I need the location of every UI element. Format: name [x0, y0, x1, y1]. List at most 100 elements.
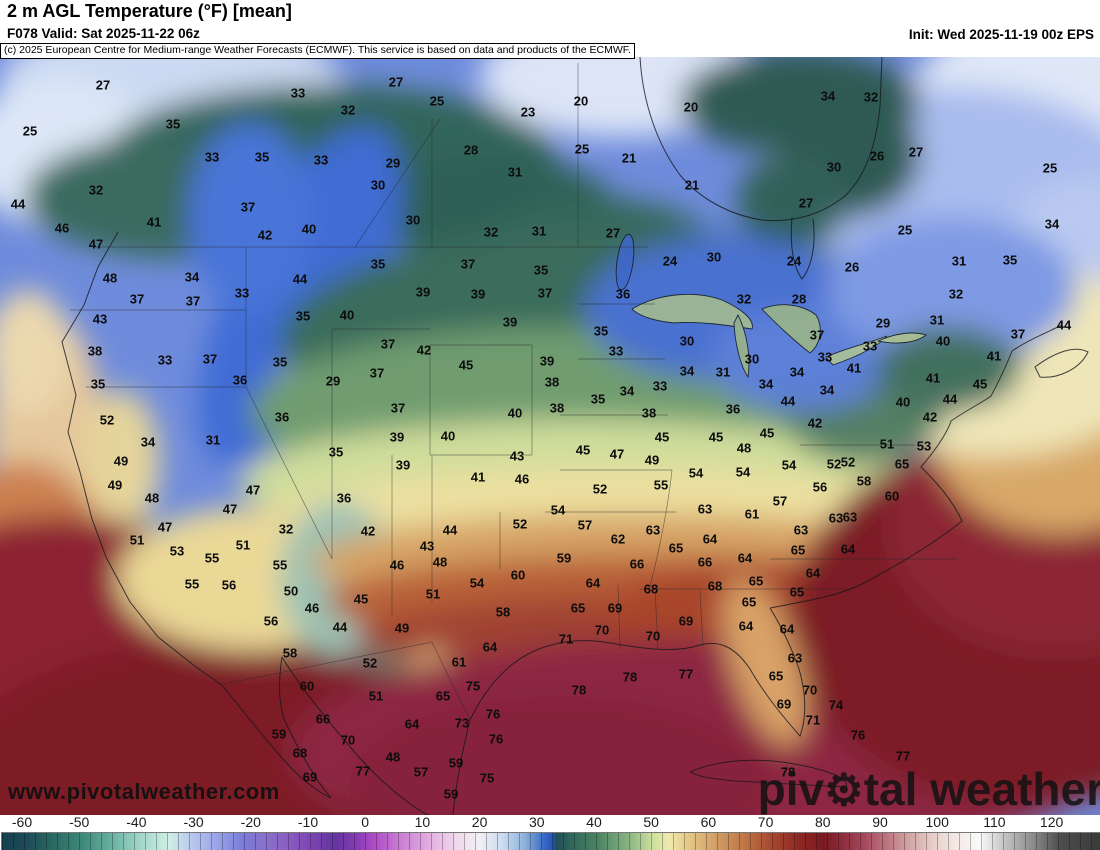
- temp-value-label: 33: [817, 349, 833, 365]
- colorbar-tick-label: -40: [126, 814, 147, 830]
- temp-value-label: 46: [389, 557, 405, 573]
- temp-value-label: 25: [574, 141, 590, 157]
- temp-value-label: 49: [107, 477, 123, 493]
- temp-value-label: 43: [509, 448, 525, 464]
- temp-value-label: 62: [610, 531, 626, 547]
- temp-value-label: 30: [826, 159, 842, 175]
- temp-value-label: 45: [353, 591, 369, 607]
- temp-value-label: 66: [629, 556, 645, 572]
- temp-value-label: 31: [715, 364, 731, 380]
- temp-value-label: 55: [653, 477, 669, 493]
- temp-value-label: 47: [88, 236, 104, 252]
- temp-value-label: 35: [370, 256, 386, 272]
- temp-value-label: 26: [844, 259, 860, 275]
- temp-value-label: 37: [809, 327, 825, 343]
- temp-value-label: 73: [454, 715, 470, 731]
- temp-value-label: 37: [240, 199, 256, 215]
- temp-value-label: 60: [299, 678, 315, 694]
- temp-value-label: 64: [840, 541, 856, 557]
- temp-value-label: 31: [929, 312, 945, 328]
- temp-value-label: 65: [790, 542, 806, 558]
- temp-value-label: 51: [879, 436, 895, 452]
- brand-text-right: tal weather: [863, 762, 1100, 815]
- temp-value-label: 56: [812, 479, 828, 495]
- temp-value-label: 54: [688, 465, 704, 481]
- temp-value-label: 65: [668, 540, 684, 556]
- colorbar-ticks: -60 -50 -40 -30 -20 -10 0 10 20 30 40 50 60 70 80 90 100…: [0, 815, 1100, 830]
- temp-value-label: 51: [129, 532, 145, 548]
- temp-value-label: 35: [165, 116, 181, 132]
- temp-value-label: 30: [744, 351, 760, 367]
- temp-value-label: 56: [221, 577, 237, 593]
- temp-value-label: 35: [593, 323, 609, 339]
- temp-value-label: 34: [140, 434, 156, 450]
- temp-value-label: 37: [185, 293, 201, 309]
- init-time-label: Init: Wed 2025-11-19 00z EPS: [908, 27, 1094, 42]
- temp-value-label: 35: [272, 354, 288, 370]
- temp-value-label: 77: [678, 666, 694, 682]
- temp-value-label: 70: [645, 628, 661, 644]
- temp-value-label: 76: [488, 731, 504, 747]
- temp-value-label: 36: [336, 490, 352, 506]
- temp-value-label: 48: [144, 490, 160, 506]
- temp-value-label: 59: [271, 726, 287, 742]
- temp-value-label: 65: [768, 668, 784, 684]
- temp-value-label: 64: [404, 716, 420, 732]
- temp-value-label: 49: [644, 452, 660, 468]
- gear-icon: ⚙: [824, 765, 864, 815]
- temp-value-label: 39: [470, 286, 486, 302]
- temp-value-label: 58: [495, 604, 511, 620]
- temp-value-label: 41: [846, 360, 862, 376]
- temp-value-label: 38: [641, 405, 657, 421]
- temp-value-label: 32: [483, 224, 499, 240]
- temp-value-label: 35: [254, 149, 270, 165]
- temp-value-label: 64: [737, 550, 753, 566]
- temp-value-label: 31: [951, 253, 967, 269]
- temp-value-label: 64: [482, 639, 498, 655]
- temp-value-label: 39: [395, 457, 411, 473]
- temp-value-label: 35: [328, 444, 344, 460]
- temp-value-label: 30: [405, 212, 421, 228]
- temp-value-label: 35: [533, 262, 549, 278]
- temp-value-label: 75: [479, 770, 495, 786]
- temp-value-label: 25: [22, 123, 38, 139]
- temp-value-label: 45: [458, 357, 474, 373]
- temp-value-label: 39: [389, 429, 405, 445]
- site-watermark: www.pivotalweather.com: [8, 779, 280, 804]
- temp-value-label: 45: [654, 429, 670, 445]
- temp-value-label: 65: [435, 688, 451, 704]
- temp-value-label: 24: [786, 253, 802, 269]
- temp-value-label: 52: [840, 454, 856, 470]
- temp-value-label: 78: [622, 669, 638, 685]
- temp-value-label: 47: [157, 519, 173, 535]
- great-lakes-outline: [615, 233, 927, 379]
- temp-value-label: 37: [129, 291, 145, 307]
- temp-value-label: 41: [925, 370, 941, 386]
- temp-value-label: 36: [615, 286, 631, 302]
- temp-value-label: 25: [1042, 160, 1058, 176]
- temp-value-label: 39: [415, 284, 431, 300]
- temp-value-label: 41: [986, 348, 1002, 364]
- temp-value-label: 33: [234, 285, 250, 301]
- temp-value-label: 57: [772, 493, 788, 509]
- temp-value-label: 37: [390, 400, 406, 416]
- temp-value-label: 55: [184, 576, 200, 592]
- colorbar-tick-label: 0: [361, 814, 370, 830]
- temp-value-label: 77: [355, 763, 371, 779]
- temp-value-label: 46: [304, 600, 320, 616]
- temp-value-label: 47: [609, 446, 625, 462]
- temp-value-label: 33: [313, 152, 329, 168]
- temp-value-label: 71: [558, 631, 574, 647]
- temp-value-label: 78: [571, 682, 587, 698]
- temp-value-label: 60: [510, 567, 526, 583]
- temp-value-label: 34: [758, 376, 774, 392]
- temp-value-label: 46: [54, 220, 70, 236]
- temp-value-label: 27: [388, 74, 404, 90]
- temp-value-label: 50: [283, 583, 299, 599]
- temp-value-label: 34: [789, 364, 805, 380]
- colorbar-tick-label: -30: [183, 814, 204, 830]
- colorbar-tick-label: 110: [983, 814, 1006, 830]
- temp-value-label: 36: [725, 401, 741, 417]
- coastline: [61, 57, 1089, 815]
- temp-value-label: 32: [863, 89, 879, 105]
